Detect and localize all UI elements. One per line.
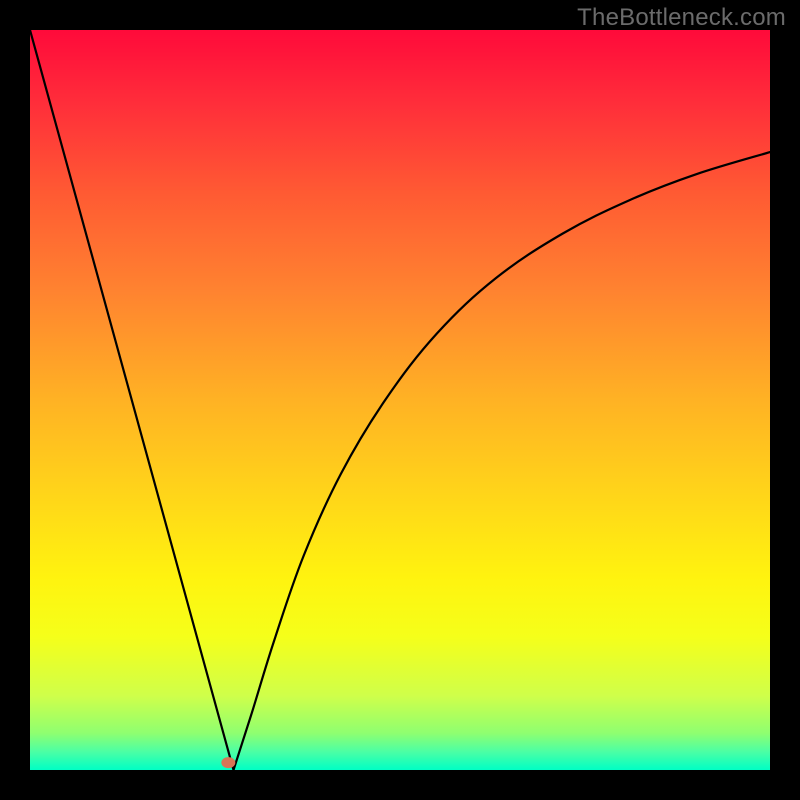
watermark-text: TheBottleneck.com bbox=[577, 4, 786, 32]
chart-svg bbox=[30, 30, 770, 770]
plot-area bbox=[30, 30, 770, 770]
chart-frame: TheBottleneck.com bbox=[0, 0, 800, 800]
gradient-background bbox=[30, 30, 770, 770]
minimum-marker bbox=[221, 757, 235, 768]
